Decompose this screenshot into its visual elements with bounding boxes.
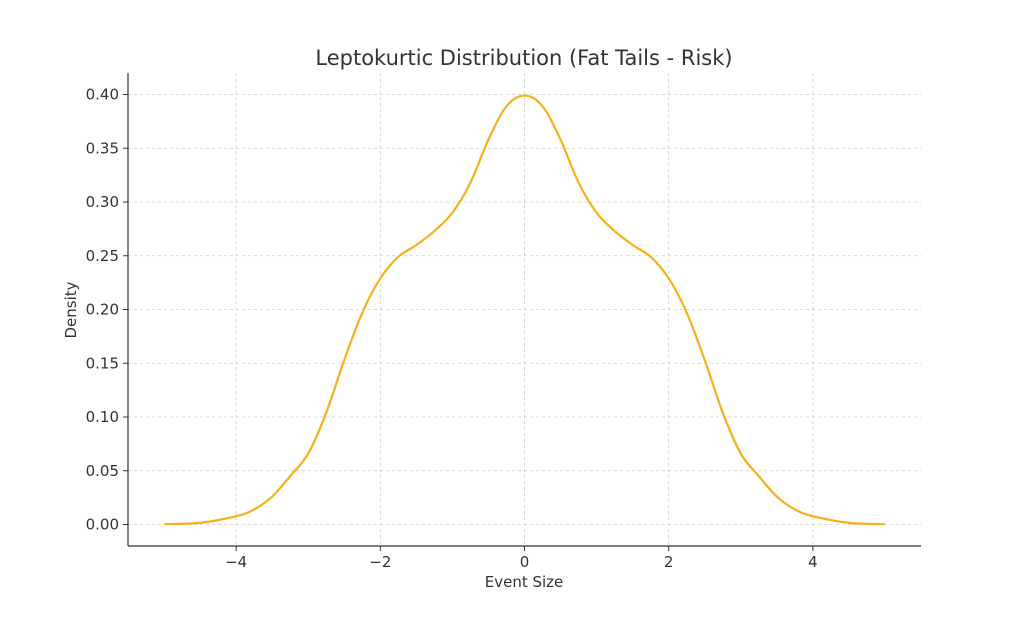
grid [128,73,921,546]
y-tick-label: 0.30 [86,193,119,211]
y-tick-label: 0.25 [86,247,119,265]
chart-title: Leptokurtic Distribution (Fat Tails - Ri… [315,46,732,70]
y-tick-label: 0.05 [86,462,119,480]
y-tick-label: 0.35 [86,139,119,157]
x-tick-label: 2 [664,553,674,571]
x-axis-label: Event Size [485,573,564,591]
x-tick-label: 0 [520,553,530,571]
x-tick-label: 4 [808,553,818,571]
y-tick-label: 0.40 [86,86,119,104]
density-curve [164,94,885,526]
y-tick-label: 0.15 [86,354,119,372]
y-tick-label: 0.00 [86,516,119,534]
y-tick-label: 0.10 [86,408,119,426]
y-tick-label: 0.20 [86,301,119,319]
y-axis-label: Density [62,281,80,338]
x-tick-label: −4 [225,553,247,571]
ticks: −4 −2 0 2 4 0.00 0.05 0.10 0.15 0.20 0.25 0.30 0.35 0… [86,86,818,572]
x-tick-label: −2 [369,553,391,571]
